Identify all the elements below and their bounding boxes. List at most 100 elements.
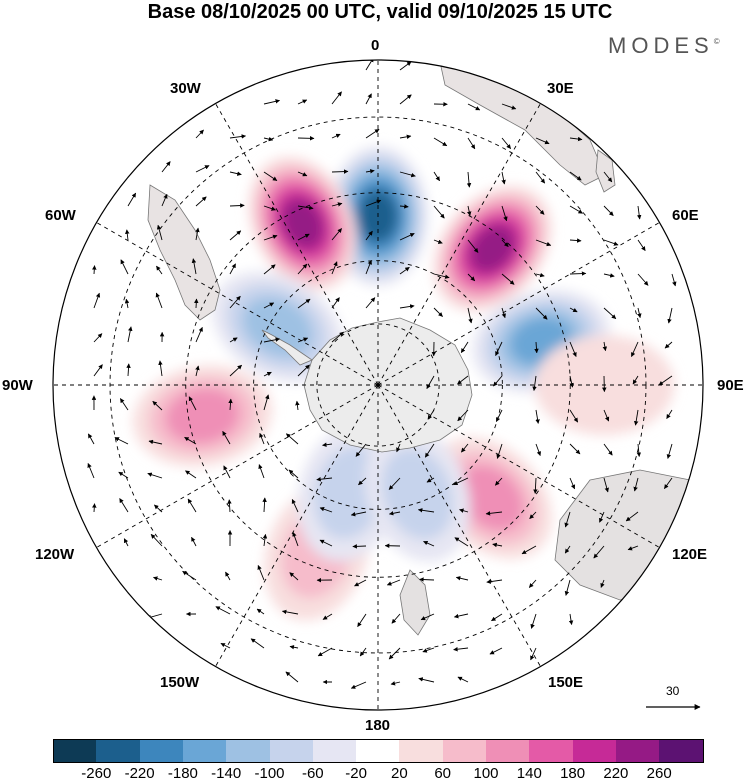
wind-arrow bbox=[297, 298, 311, 309]
lon-label-180: 180 bbox=[365, 717, 391, 734]
wind-arrow bbox=[161, 161, 171, 173]
wind-arrow bbox=[319, 539, 333, 547]
wind-arrow bbox=[258, 464, 265, 479]
anomaly-contour-pos-40e bbox=[470, 225, 515, 272]
wind-arrow bbox=[350, 511, 367, 517]
wind-arrow bbox=[603, 205, 614, 216]
wind-arrow bbox=[119, 398, 129, 411]
anomaly-contour-pos-140e bbox=[458, 465, 524, 531]
wind-arrow bbox=[521, 545, 537, 555]
wind-arrow bbox=[358, 477, 367, 486]
wind-arrow bbox=[223, 465, 231, 479]
wind-arrow bbox=[292, 531, 299, 547]
colorbar-swatch bbox=[442, 739, 487, 763]
wind-arrow bbox=[195, 326, 203, 343]
wind-arrow bbox=[195, 129, 204, 139]
wind-arrow bbox=[354, 579, 367, 587]
colorbar-swatch bbox=[486, 739, 530, 763]
meridian-line bbox=[377, 384, 541, 667]
wind-arrow bbox=[365, 60, 374, 71]
wind-arrow bbox=[124, 298, 130, 309]
wind-arrow bbox=[263, 394, 270, 411]
wind-arrow bbox=[127, 326, 133, 343]
wind-arrow bbox=[156, 265, 163, 275]
wind-arrow bbox=[399, 134, 412, 140]
wind-arrow bbox=[195, 365, 200, 377]
wind-arrow bbox=[195, 165, 210, 173]
wind-arrow bbox=[263, 234, 278, 241]
wind-arrow bbox=[485, 511, 503, 516]
meridian-line bbox=[215, 103, 379, 386]
wind-arrow bbox=[535, 272, 545, 278]
wind-arrow bbox=[663, 477, 673, 489]
wind-arrow bbox=[184, 436, 197, 445]
wind-arrow bbox=[568, 613, 574, 626]
wind-arrow bbox=[535, 171, 546, 184]
wind-arrow bbox=[631, 341, 639, 358]
colorbar-swatch bbox=[226, 739, 270, 763]
wind-arrow bbox=[564, 579, 571, 596]
wind-arrow bbox=[365, 169, 375, 174]
wind-arrow bbox=[457, 409, 469, 422]
wind-arrow bbox=[453, 646, 469, 652]
wind-arrow bbox=[569, 443, 581, 455]
wind-arrow bbox=[158, 360, 163, 377]
wind-arrow bbox=[564, 511, 571, 528]
colorbar-swatch bbox=[139, 739, 184, 763]
wind-arrow bbox=[365, 93, 372, 105]
wind-arrow bbox=[259, 432, 265, 445]
wind-arrow bbox=[185, 470, 197, 479]
wind-arrow bbox=[285, 433, 299, 445]
wind-arrow bbox=[365, 128, 380, 139]
wind-arrow bbox=[603, 171, 613, 183]
wind-arrow bbox=[289, 572, 299, 581]
wind-arrow bbox=[285, 671, 299, 683]
colorbar-swatch bbox=[529, 739, 574, 763]
latitude-circle bbox=[316, 323, 440, 447]
colorbar-swatch bbox=[659, 739, 704, 763]
wind-arrow bbox=[658, 375, 673, 386]
wind-arrow bbox=[632, 375, 639, 385]
wind-arrow bbox=[297, 337, 309, 343]
map-title: Base 08/10/2025 00 UTC, valid 09/10/2025… bbox=[147, 1, 613, 23]
wind-arrow bbox=[154, 504, 163, 513]
wind-arrow bbox=[220, 642, 231, 649]
wind-arrow bbox=[92, 265, 97, 275]
wind-arrow bbox=[633, 409, 639, 426]
wind-arrow bbox=[357, 613, 367, 628]
wind-arrow bbox=[388, 511, 401, 516]
colorbar-swatch bbox=[356, 739, 400, 763]
wind-arrow bbox=[391, 613, 401, 624]
anomaly-contour-pos-100w bbox=[165, 388, 240, 444]
wind-arrow bbox=[229, 134, 247, 139]
lon-label-0: 0 bbox=[371, 37, 380, 54]
colorbar-tick-label: 60 bbox=[434, 765, 452, 782]
wind-arrow bbox=[535, 443, 541, 457]
wind-arrow bbox=[454, 537, 469, 547]
wind-arrow bbox=[602, 341, 608, 352]
wind-arrow bbox=[388, 477, 401, 490]
wind-arrow bbox=[297, 233, 310, 241]
wind-arrow bbox=[603, 443, 613, 456]
wind-arrow bbox=[637, 307, 642, 319]
wind-arrow bbox=[229, 295, 241, 309]
wind-arrow bbox=[666, 409, 673, 419]
lon-label-150e: 150E bbox=[548, 674, 584, 691]
wind-arrow bbox=[93, 333, 103, 343]
wind-arrow bbox=[489, 647, 503, 655]
lon-label-90e: 90E bbox=[717, 377, 744, 394]
wind-arrow bbox=[501, 171, 506, 185]
wind-arrow bbox=[365, 199, 382, 207]
colorbar-swatch bbox=[269, 739, 314, 763]
wind-arrow bbox=[227, 499, 232, 513]
wind-arrow bbox=[433, 307, 443, 317]
graticule bbox=[53, 60, 703, 710]
wind-arrow bbox=[433, 171, 440, 182]
wind-arrow bbox=[250, 638, 265, 649]
wind-arrow bbox=[322, 442, 333, 447]
wind-arrow bbox=[426, 477, 435, 483]
wind-arrow bbox=[467, 137, 476, 150]
wind-arrow bbox=[636, 443, 642, 457]
wind-arrow bbox=[569, 171, 582, 181]
